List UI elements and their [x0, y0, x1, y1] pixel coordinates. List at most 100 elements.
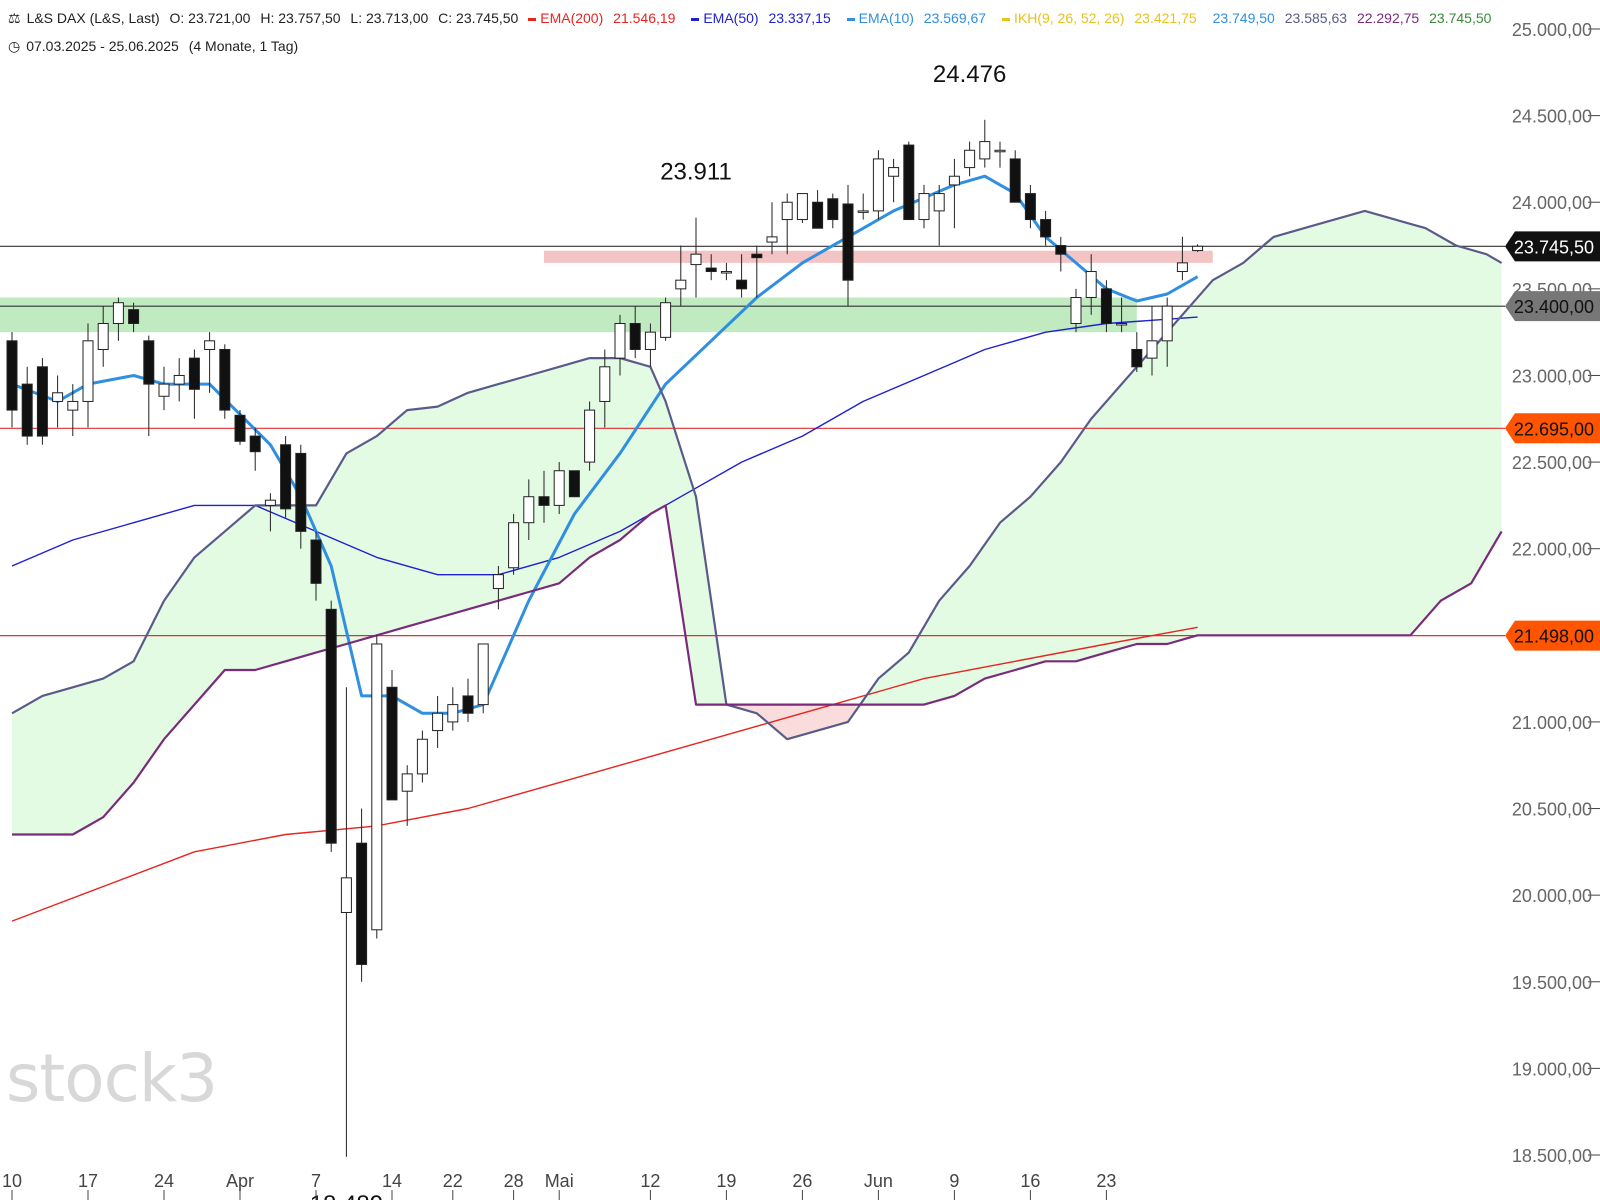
- candle-layer[interactable]: [6, 119, 1204, 1157]
- y-tick-label: 22.000,00: [1512, 540, 1592, 560]
- candle-47[interactable]: [720, 262, 732, 281]
- candle-40[interactable]: [614, 314, 626, 376]
- candle-56[interactable]: [857, 193, 869, 220]
- candle-3[interactable]: [52, 375, 64, 428]
- candle-13[interactable]: [204, 332, 216, 393]
- candle-15[interactable]: [234, 410, 246, 445]
- candle-49[interactable]: [751, 245, 763, 298]
- candle-31[interactable]: [477, 643, 489, 714]
- candle-58[interactable]: [888, 158, 900, 203]
- candle-39[interactable]: [599, 349, 611, 428]
- candle-57[interactable]: [872, 150, 884, 220]
- series-ema-50-: [11, 316, 1198, 576]
- candle-64[interactable]: [979, 119, 991, 168]
- candle-65[interactable]: [994, 141, 1006, 168]
- candle-24[interactable]: [371, 635, 383, 939]
- candle-45[interactable]: [690, 217, 702, 298]
- candle-54[interactable]: [827, 193, 839, 229]
- candle-22[interactable]: [340, 687, 352, 1157]
- candle-68[interactable]: [1040, 210, 1052, 246]
- candle-32[interactable]: [492, 566, 504, 610]
- candle-53[interactable]: [812, 190, 824, 229]
- candle-28[interactable]: [432, 695, 444, 748]
- candle-7[interactable]: [112, 297, 124, 341]
- candle-34[interactable]: [523, 479, 535, 541]
- x-tick-label: Jun: [864, 1171, 893, 1191]
- candle-35[interactable]: [538, 470, 550, 523]
- candle-63[interactable]: [964, 141, 976, 177]
- candle-20[interactable]: [310, 531, 322, 601]
- svg-text:22.695,00: 22.695,00: [1514, 419, 1594, 439]
- candle-16[interactable]: [249, 427, 261, 471]
- ema10-legend[interactable]: EMA(10) 23.569,67: [846, 10, 992, 26]
- candle-74[interactable]: [1131, 332, 1143, 372]
- candle-1[interactable]: [21, 366, 33, 445]
- candle-60[interactable]: [918, 184, 930, 229]
- candle-2[interactable]: [36, 358, 48, 445]
- candle-4[interactable]: [67, 384, 79, 437]
- candle-44[interactable]: [675, 245, 687, 307]
- candle-69[interactable]: [1055, 236, 1067, 272]
- candle-62[interactable]: [948, 158, 960, 229]
- instrument-icon[interactable]: ⚖: [8, 10, 21, 26]
- candle-51[interactable]: [781, 193, 793, 255]
- candle-17[interactable]: [264, 493, 276, 532]
- candle-61[interactable]: [933, 184, 945, 246]
- candle-52[interactable]: [796, 193, 808, 224]
- candle-19[interactable]: [295, 444, 307, 549]
- candle-26[interactable]: [401, 765, 413, 826]
- candle-29[interactable]: [447, 687, 459, 731]
- x-tick-label: 26: [792, 1171, 812, 1191]
- ema200-legend[interactable]: EMA(200) 21.546,19: [528, 10, 681, 26]
- candle-37[interactable]: [568, 470, 580, 498]
- candle-66[interactable]: [1009, 150, 1021, 203]
- instrument-label[interactable]: L&S DAX (L&S, Last): [26, 10, 160, 26]
- candle-71[interactable]: [1085, 254, 1097, 315]
- candle-43[interactable]: [660, 297, 672, 341]
- candle-41[interactable]: [629, 306, 641, 359]
- candle-9[interactable]: [143, 335, 155, 437]
- candle-23[interactable]: [356, 808, 368, 982]
- candle-46[interactable]: [705, 254, 717, 281]
- candle-72[interactable]: [1100, 280, 1112, 333]
- candle-0[interactable]: [6, 332, 18, 428]
- candle-14[interactable]: [219, 344, 231, 419]
- candle-30[interactable]: [462, 678, 474, 722]
- x-axis[interactable]: 10 17 24 Apr 7 14 22 28 Mai 12 19 26 Jun 9 16 23: [2, 1171, 1116, 1200]
- candle-78[interactable]: [1192, 244, 1204, 252]
- candle-5[interactable]: [82, 323, 94, 428]
- annotation-23.911: 23.911: [660, 159, 732, 186]
- candle-21[interactable]: [325, 600, 337, 852]
- candle-55[interactable]: [842, 184, 854, 307]
- candle-18[interactable]: [280, 436, 292, 518]
- candle-25[interactable]: [386, 669, 398, 801]
- candle-70[interactable]: [1070, 288, 1082, 333]
- candle-27[interactable]: [416, 730, 428, 783]
- candle-12[interactable]: [188, 349, 200, 419]
- candle-42[interactable]: [644, 323, 656, 367]
- ema50-legend[interactable]: EMA(50) 23.337,15: [691, 10, 836, 26]
- candle-6[interactable]: [97, 306, 109, 367]
- candle-50[interactable]: [766, 202, 778, 255]
- candle-59[interactable]: [903, 141, 915, 221]
- candle-77[interactable]: [1176, 236, 1188, 281]
- y-axis[interactable]: 25.000,0024.500,0024.000,0023.500,0023.0…: [1512, 20, 1600, 1166]
- support-zone[interactable]: [0, 297, 1137, 333]
- candle-36[interactable]: [553, 462, 565, 515]
- resistance-zone[interactable]: [544, 250, 1213, 263]
- candle-73[interactable]: [1116, 297, 1128, 333]
- candle-33[interactable]: [508, 514, 520, 575]
- candle-8[interactable]: [128, 302, 140, 333]
- candle-48[interactable]: [736, 254, 748, 298]
- candle-11[interactable]: [173, 358, 185, 402]
- ikh-legend[interactable]: IKH(9, 26, 52, 26) 23.421,75: [1001, 10, 1203, 26]
- candle-76[interactable]: [1161, 297, 1173, 367]
- x-tick-label: 12: [640, 1171, 660, 1191]
- candle-38[interactable]: [584, 401, 596, 471]
- candle-67[interactable]: [1024, 184, 1036, 229]
- candle-10[interactable]: [158, 366, 170, 411]
- y-tick-label: 24.500,00: [1512, 107, 1592, 127]
- candle-75[interactable]: [1146, 306, 1158, 376]
- x-tick-label: 16: [1020, 1171, 1040, 1191]
